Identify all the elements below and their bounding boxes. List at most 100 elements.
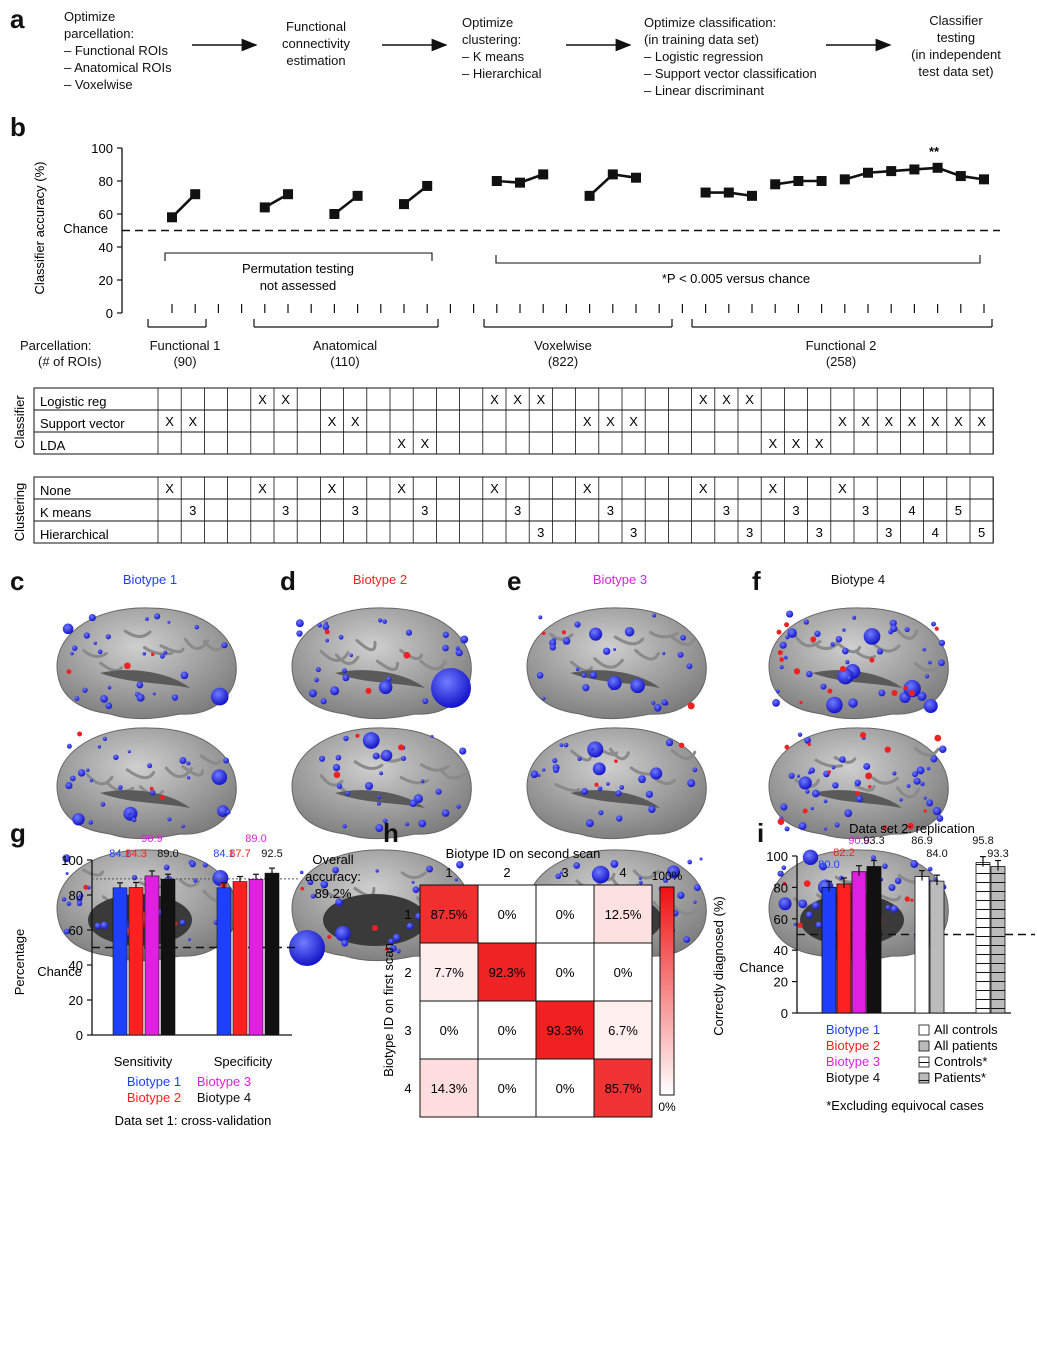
- table-cell-mark: X: [931, 414, 940, 429]
- node-blue: [615, 790, 622, 797]
- accuracy-point: [979, 174, 989, 185]
- bar-value-label: 84.3: [125, 848, 146, 860]
- panel-label-c: c: [10, 566, 25, 596]
- node-blue: [616, 815, 623, 822]
- node-blue: [335, 898, 343, 907]
- heatmap-cell-label: 12.5%: [605, 907, 642, 922]
- legend-biotype-1: Biotype 1: [127, 1074, 181, 1089]
- y-tick-label: 0: [76, 1028, 83, 1043]
- node-blue: [573, 862, 581, 869]
- node-blue: [639, 880, 643, 885]
- node-blue: [94, 922, 102, 930]
- sulcus: [673, 905, 701, 916]
- node-blue: [362, 732, 380, 749]
- node-blue: [142, 652, 147, 656]
- accuracy-point: [422, 180, 433, 191]
- heatmap-cell: [419, 884, 479, 944]
- node-blue: [82, 687, 88, 693]
- row-label-lda: LDA: [40, 438, 66, 453]
- heatmap-cell-label: 92.3%: [489, 965, 526, 980]
- node-blue: [223, 757, 230, 764]
- bar-value-label: 92.5: [261, 848, 282, 860]
- node-blue: [810, 806, 814, 811]
- node-red: [797, 922, 803, 928]
- y-tick-label: 80: [69, 888, 83, 903]
- node-blue: [806, 670, 813, 678]
- node-blue: [88, 820, 94, 825]
- accuracy-point: [747, 190, 757, 201]
- node-blue: [607, 675, 622, 691]
- bar-value-label: 82.2: [833, 847, 854, 859]
- node-blue: [692, 767, 698, 773]
- step-item: – Voxelwise: [64, 77, 133, 92]
- node-blue: [307, 879, 314, 886]
- node-blue: [603, 647, 611, 655]
- biotype-3-title: Biotype 3: [592, 572, 648, 587]
- table-cell-mark: X: [583, 481, 592, 496]
- table-cell-mark: X: [629, 414, 638, 429]
- node-red: [882, 824, 888, 830]
- node-blue: [542, 768, 546, 772]
- node-blue: [910, 860, 919, 868]
- y-tick-label: 20: [69, 993, 83, 1008]
- node-blue: [456, 804, 461, 809]
- node-blue: [903, 679, 921, 698]
- accuracy-point: [283, 189, 293, 200]
- heatmap-cell: [535, 884, 595, 944]
- node-blue: [147, 763, 153, 769]
- bar: [248, 878, 264, 1036]
- heatmap-cell-label: 93.3%: [547, 1023, 584, 1038]
- node-blue: [549, 644, 556, 651]
- node-blue: [577, 756, 582, 762]
- chance-label: Chance: [63, 221, 108, 236]
- node-blue: [885, 904, 891, 911]
- x-axis-label: Biotype ID on second scan: [446, 846, 601, 861]
- table-cell-mark: X: [490, 392, 499, 407]
- node-blue: [342, 674, 350, 682]
- node-red: [687, 702, 695, 710]
- node-blue: [783, 655, 788, 660]
- y-axis-label: Percentage: [12, 929, 27, 996]
- node-red: [827, 770, 831, 774]
- group-count: (90): [173, 354, 197, 369]
- sulcus: [181, 765, 204, 777]
- node-blue: [299, 870, 304, 875]
- parcellation-subtitle: (# of ROIs): [38, 354, 102, 369]
- heatmap-cell-label: 0%: [440, 1023, 459, 1038]
- accuracy-line-chart: Classifier accuracy (%) Chance Permutati…: [32, 141, 1000, 328]
- node-red: [799, 700, 803, 705]
- table-cell-mark: 3: [630, 525, 637, 540]
- node-blue: [202, 862, 208, 868]
- node-red: [904, 896, 910, 902]
- node-blue: [562, 637, 571, 645]
- scale-bottom-label: 0%: [658, 1100, 676, 1114]
- node-blue: [167, 817, 172, 822]
- node-blue: [815, 921, 823, 929]
- node-blue: [221, 642, 228, 649]
- node-red: [793, 668, 801, 675]
- group-anatomical: Anatomical (110): [290, 338, 400, 370]
- brain-render: [526, 607, 707, 720]
- node-blue: [187, 937, 191, 941]
- node-red: [859, 732, 867, 739]
- bar: [990, 866, 1006, 1014]
- node-blue: [382, 818, 388, 824]
- sulcus: [125, 768, 156, 780]
- node-blue: [553, 767, 559, 774]
- bar-value-label: 93.3: [863, 835, 884, 847]
- sulcus: [570, 749, 593, 762]
- group-name: Functional 2: [805, 338, 877, 353]
- node-blue: [916, 766, 925, 775]
- node-blue: [76, 895, 83, 903]
- y-tick-label: 60: [99, 207, 113, 222]
- y-tick-label: 40: [99, 240, 113, 255]
- classifier-axis-label: Classifier: [12, 395, 27, 449]
- sulcus: [913, 746, 940, 757]
- node-red: [865, 772, 873, 780]
- table-cell-mark: 3: [862, 503, 869, 518]
- accuracy-point: [839, 174, 850, 185]
- bar: [914, 876, 930, 1014]
- table-cell-mark: X: [699, 392, 708, 407]
- node-blue: [322, 623, 330, 631]
- sulcus: [82, 648, 108, 659]
